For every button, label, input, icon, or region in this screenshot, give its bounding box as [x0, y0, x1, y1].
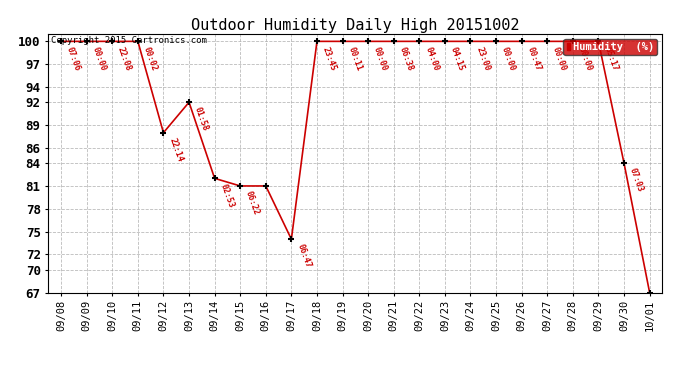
Text: 05:17: 05:17 [602, 45, 620, 72]
Text: 00:00: 00:00 [372, 45, 389, 72]
Text: 00:00: 00:00 [577, 45, 593, 72]
Text: 00:00: 00:00 [551, 45, 568, 72]
Text: 22:14: 22:14 [167, 136, 184, 163]
Text: 18:34: 18:34 [653, 296, 671, 323]
Text: 04:00: 04:00 [423, 45, 440, 72]
Text: 06:38: 06:38 [397, 45, 415, 72]
Text: 22:08: 22:08 [116, 45, 133, 72]
Text: 00:47: 00:47 [526, 45, 542, 72]
Text: 23:00: 23:00 [474, 45, 491, 72]
Text: 07:03: 07:03 [628, 167, 645, 194]
Legend: Humidity  (%): Humidity (%) [564, 39, 657, 55]
Text: 00:11: 00:11 [346, 45, 364, 72]
Text: 00:00: 00:00 [90, 45, 108, 72]
Text: 07:06: 07:06 [65, 45, 82, 72]
Text: 00:02: 00:02 [141, 45, 159, 72]
Title: Outdoor Humidity Daily High 20151002: Outdoor Humidity Daily High 20151002 [191, 18, 520, 33]
Text: 01:58: 01:58 [193, 106, 210, 133]
Text: 23:45: 23:45 [321, 45, 338, 72]
Text: 00:00: 00:00 [500, 45, 517, 72]
Text: 06:22: 06:22 [244, 190, 261, 216]
Text: 06:47: 06:47 [295, 243, 313, 270]
Text: 02:53: 02:53 [219, 182, 235, 209]
Text: 04:15: 04:15 [448, 45, 466, 72]
Text: Copyright 2015 Cartronics.com: Copyright 2015 Cartronics.com [51, 36, 207, 45]
